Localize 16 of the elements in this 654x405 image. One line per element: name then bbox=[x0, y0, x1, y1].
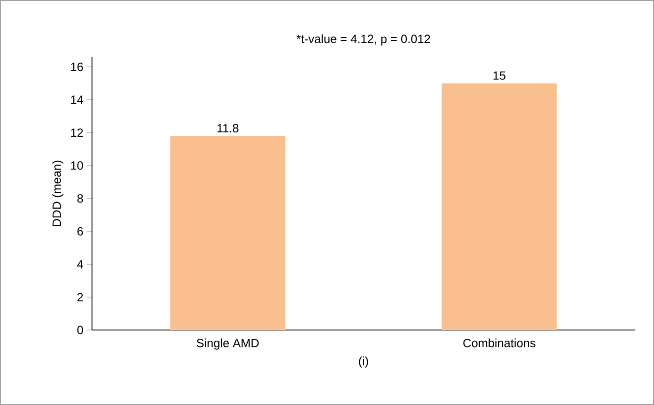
data-label: 15 bbox=[494, 71, 506, 80]
y-tick-label: 14 bbox=[71, 96, 84, 104]
data-label: 11.8 bbox=[217, 124, 238, 132]
x-axis-title: (i) bbox=[358, 356, 368, 368]
x-tick-label: Single AMD bbox=[196, 338, 259, 350]
y-tick-label: 16 bbox=[71, 62, 83, 72]
y-tick-label: 2 bbox=[77, 292, 83, 302]
y-tick-label: 12 bbox=[71, 128, 83, 137]
x-tick-label: Combinations bbox=[463, 338, 536, 348]
y-tick-label: 6 bbox=[77, 227, 83, 236]
y-tick-label: 0 bbox=[77, 326, 84, 334]
y-axis-title: DDD (mean) bbox=[52, 160, 64, 226]
y-tick-label: 10 bbox=[71, 161, 84, 170]
y-tick-label: 8 bbox=[77, 194, 83, 203]
y-tick-label: 4 bbox=[77, 260, 84, 268]
chart-title: *t-value = 4.12, p = 0.012 bbox=[296, 34, 430, 46]
